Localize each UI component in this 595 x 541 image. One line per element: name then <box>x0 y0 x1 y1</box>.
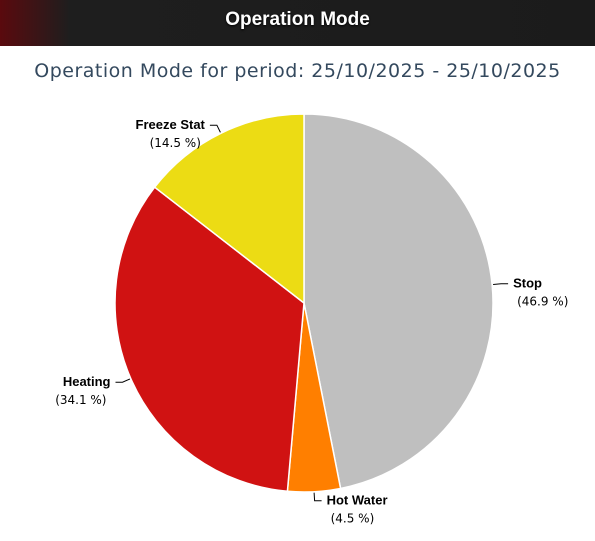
slice-percent-freeze-stat: (14.5 %) <box>150 136 201 150</box>
slice-label-freeze-stat: Freeze Stat <box>136 117 206 132</box>
chart-title: Operation Mode for period: 25/10/2025 - … <box>34 60 561 82</box>
slice-label-stop: Stop <box>513 276 542 291</box>
slice-percent-heating: (34.1 %) <box>55 393 106 407</box>
pie-slice-freeze-stat[interactable] <box>153 113 305 304</box>
slice-percent-hot-water: (4.5 %) <box>331 512 375 526</box>
label-connector-stop <box>493 283 509 285</box>
page-title: Operation Mode <box>225 9 370 30</box>
label-connector-hot-water <box>313 492 322 502</box>
label-connector-heating <box>115 378 131 383</box>
label-connector-freeze-stat <box>209 124 221 133</box>
header-bar: Operation Mode <box>0 0 595 46</box>
slice-percent-stop: (46.9 %) <box>517 295 568 309</box>
slice-label-hot-water: Hot Water <box>327 493 388 508</box>
pie-slice-heating[interactable] <box>114 186 305 493</box>
slice-label-heating: Heating <box>63 374 111 389</box>
pie-slice-stop[interactable] <box>303 113 494 490</box>
